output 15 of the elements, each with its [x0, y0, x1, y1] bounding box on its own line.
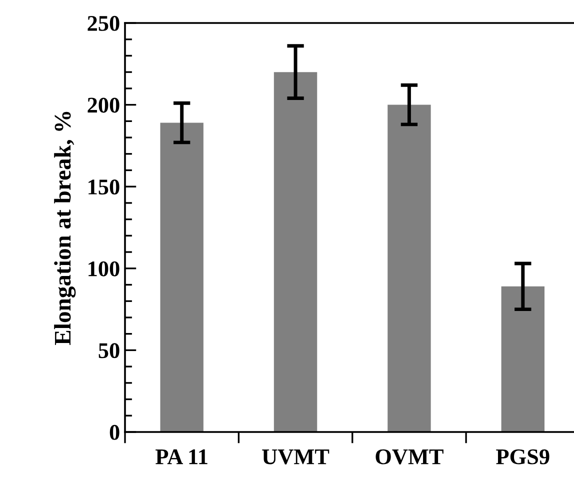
y-tick-label: 200 [88, 98, 120, 113]
y-tick-label: 0 [110, 424, 120, 440]
x-tick-label: UVMT [262, 450, 330, 464]
x-tick-label: OVMT [376, 449, 444, 464]
y-axis-title: Elongation at break, % [54, 112, 76, 345]
bar [160, 122, 204, 432]
x-tick-label: PA 11 [156, 449, 208, 464]
bar [501, 286, 544, 432]
y-tick-label: 250 [88, 16, 120, 31]
y-tick-label: 100 [88, 261, 120, 276]
y-tick-label: 150 [88, 180, 120, 195]
y-tick-label: 50 [98, 343, 120, 358]
bar [274, 72, 318, 432]
x-tick-label: PGS9 [496, 449, 550, 464]
bar [388, 104, 431, 432]
